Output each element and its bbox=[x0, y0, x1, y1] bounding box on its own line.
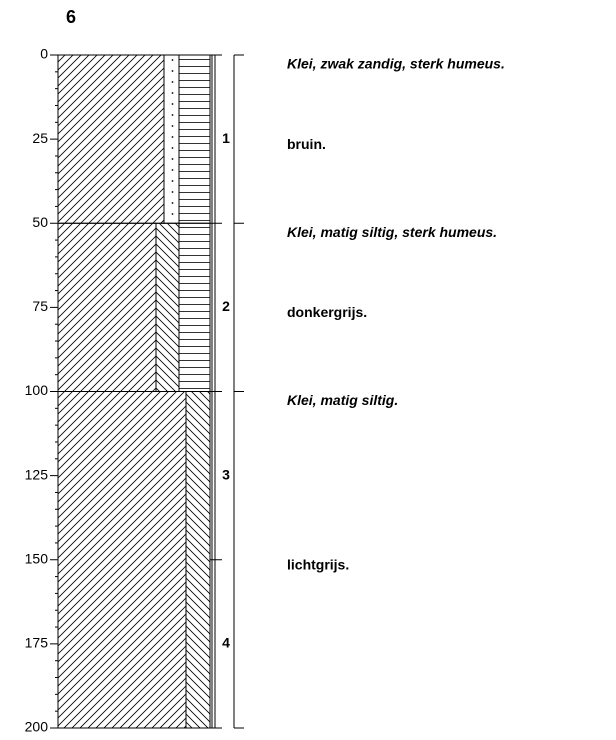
sample-label: 2 bbox=[222, 298, 230, 314]
sample-label: 4 bbox=[222, 635, 230, 651]
lithology bbox=[57, 391, 187, 729]
description-color: donkergrijs. bbox=[287, 304, 367, 320]
description-name: Klei, matig siltig. bbox=[287, 392, 398, 408]
lithology bbox=[163, 54, 180, 224]
description-name: Klei, matig siltig, sterk humeus. bbox=[287, 224, 497, 240]
lithology bbox=[155, 222, 180, 392]
depth-label: 125 bbox=[25, 466, 49, 482]
depth-label: 100 bbox=[25, 382, 49, 398]
lithology bbox=[57, 222, 157, 392]
depth-label: 0 bbox=[40, 46, 48, 62]
description-color: bruin. bbox=[287, 136, 326, 152]
lithology bbox=[185, 391, 211, 729]
depth-label: 50 bbox=[32, 214, 48, 230]
depth-label: 175 bbox=[25, 635, 49, 651]
sample-label: 3 bbox=[222, 466, 230, 482]
lithology bbox=[178, 54, 211, 224]
description-name: Klei, zwak zandig, sterk humeus. bbox=[287, 56, 505, 72]
depth-label: 75 bbox=[32, 298, 48, 314]
depth-label: 150 bbox=[25, 550, 49, 566]
sample-label: 1 bbox=[222, 130, 230, 146]
description-color: lichtgrijs. bbox=[287, 556, 349, 572]
title: 6 bbox=[66, 7, 76, 27]
lithology bbox=[57, 54, 165, 224]
lithology bbox=[178, 222, 211, 392]
depth-label: 25 bbox=[32, 130, 48, 146]
depth-label: 200 bbox=[25, 719, 49, 735]
